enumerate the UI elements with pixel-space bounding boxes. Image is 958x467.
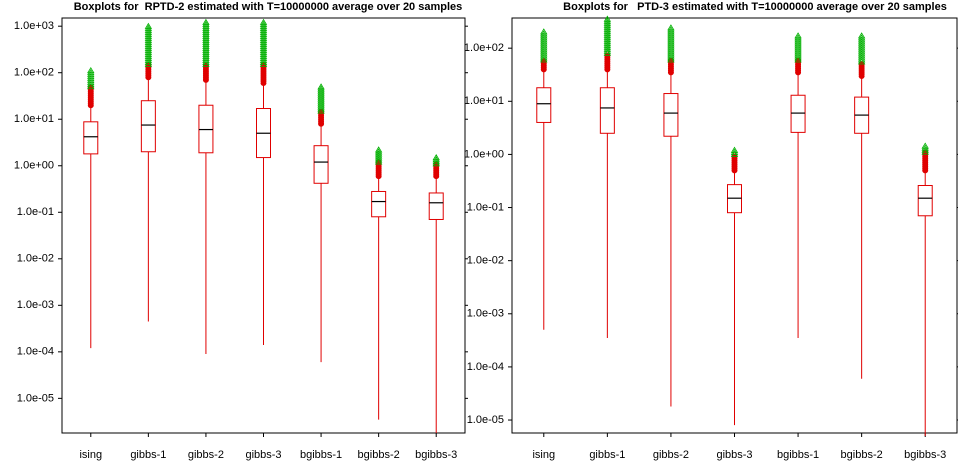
x-tick-label: ising: [79, 449, 102, 461]
box: [663, 93, 679, 137]
box: [790, 94, 806, 133]
extreme-outliers: [921, 142, 929, 155]
y-tick-label: 1.0e+03: [14, 20, 54, 32]
x-tick-label: bgibbs-2: [358, 449, 400, 461]
y-tick-label: 1.0e-02: [467, 255, 504, 267]
extreme-outliers: [730, 146, 739, 157]
x-tick-label: bgibbs-1: [777, 449, 819, 461]
box: [371, 190, 387, 218]
extreme-outliers: [794, 32, 802, 63]
y-tick-label: 1.0e-03: [467, 308, 504, 320]
chart-title: Boxplots for RPTD-2 estimated with T=100…: [74, 1, 463, 13]
extreme-outliers: [144, 22, 153, 67]
y-tick-label: 1.0e+01: [464, 95, 504, 107]
extreme-outliers: [432, 154, 440, 167]
y-tick-label: 1.0e+01: [14, 113, 54, 125]
y-tick-label: 1.0e-01: [467, 201, 504, 213]
extreme-outliers: [857, 32, 866, 65]
x-tick-label: gibbs-2: [188, 449, 224, 461]
y-tick-label: 1.0e-03: [17, 299, 54, 311]
y-tick-label: 1.0e-02: [17, 253, 54, 265]
x-tick-label: ising: [532, 449, 555, 461]
box: [599, 87, 615, 134]
x-tick-label: bgibbs-1: [300, 449, 342, 461]
extreme-outliers: [540, 28, 548, 63]
x-tick-label: gibbs-1: [130, 449, 166, 461]
extreme-outliers: [259, 18, 268, 67]
y-tick-label: 1.0e+02: [464, 42, 504, 54]
extreme-outliers: [667, 24, 675, 63]
y-tick-label: 1.0e-01: [17, 206, 54, 218]
chart-title: Boxplots for PTD-3 estimated with T=1000…: [563, 1, 947, 13]
box: [83, 121, 99, 155]
y-tick-label: 1.0e+00: [464, 148, 504, 160]
box: [313, 145, 329, 184]
extreme-outliers: [87, 66, 95, 90]
y-tick-label: 1.0e-04: [467, 361, 504, 373]
x-tick-label: bgibbs-3: [415, 449, 457, 461]
x-tick-label: gibbs-1: [589, 449, 625, 461]
extreme-outliers: [202, 18, 210, 67]
x-tick-label: bgibbs-2: [841, 449, 883, 461]
y-tick-label: 1.0e-05: [467, 414, 504, 426]
box: [917, 185, 933, 217]
x-tick-label: gibbs-2: [653, 449, 689, 461]
extreme-outliers: [374, 146, 383, 165]
extreme-outliers: [317, 83, 325, 114]
box: [536, 87, 552, 123]
box: [140, 100, 156, 153]
box: [428, 192, 444, 220]
y-tick-label: 1.0e+02: [14, 67, 54, 79]
x-tick-label: gibbs-3: [716, 449, 752, 461]
x-tick-label: gibbs-3: [245, 449, 281, 461]
y-tick-label: 1.0e+00: [14, 160, 54, 172]
y-tick-label: 1.0e-05: [17, 392, 54, 404]
extreme-outliers: [603, 15, 612, 56]
x-tick-label: bgibbs-3: [904, 449, 946, 461]
y-tick-label: 1.0e-04: [17, 346, 54, 358]
